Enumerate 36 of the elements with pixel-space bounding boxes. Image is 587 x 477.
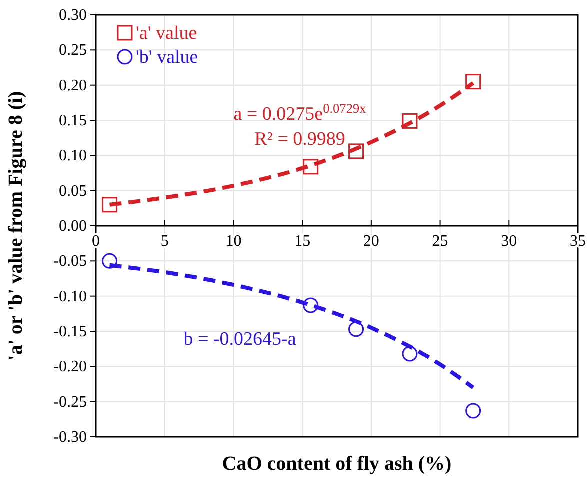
y-tick-label: 0.05 [59,182,87,200]
annotation: b = -0.02645-a [184,329,297,350]
point [348,322,364,338]
x-tick-label: 25 [432,233,448,250]
point [466,403,482,419]
legend-label: 'a' value [136,23,198,44]
y-tick-label: -0.05 [54,253,87,270]
point [303,159,319,175]
point [102,197,118,213]
legend-label: 'b' value [136,47,198,68]
y-tick-label: -0.15 [54,324,87,340]
y-tick-label: 0.20 [59,77,87,94]
x-tick-label: 10 [226,233,242,250]
point [402,113,418,129]
annotation: R² = 0.9989 [254,129,346,150]
y-tick-label: 0.30 [59,7,87,24]
x-tick-label: 20 [363,233,380,250]
annotation: a = 0.0275e$^{0.0729x}$ [234,100,367,125]
y-tick-label: -0.20 [54,358,87,376]
point [348,144,364,160]
y-tick-label: 0.00 [59,218,87,235]
y-tick-label: -0.30 [54,429,87,446]
y-tick-label: 0.25 [59,42,87,60]
y-tick-label: -0.25 [54,394,87,411]
point [102,253,118,269]
x-tick-label: 5 [160,233,169,250]
point [402,346,418,362]
y-tick-label: 0.15 [59,112,87,130]
point [466,74,482,90]
x-tick-label: 15 [294,233,311,250]
x-tick-label: 30 [501,233,518,250]
point [303,298,319,314]
x-axis-title: CaO content of fly ash (%) [222,453,452,475]
y-tick-label: -0.10 [54,288,87,306]
y-axis-title: 'a' or 'b' value from Figure 8 (i) [5,91,27,361]
y-tick-label: 0.10 [59,148,87,165]
